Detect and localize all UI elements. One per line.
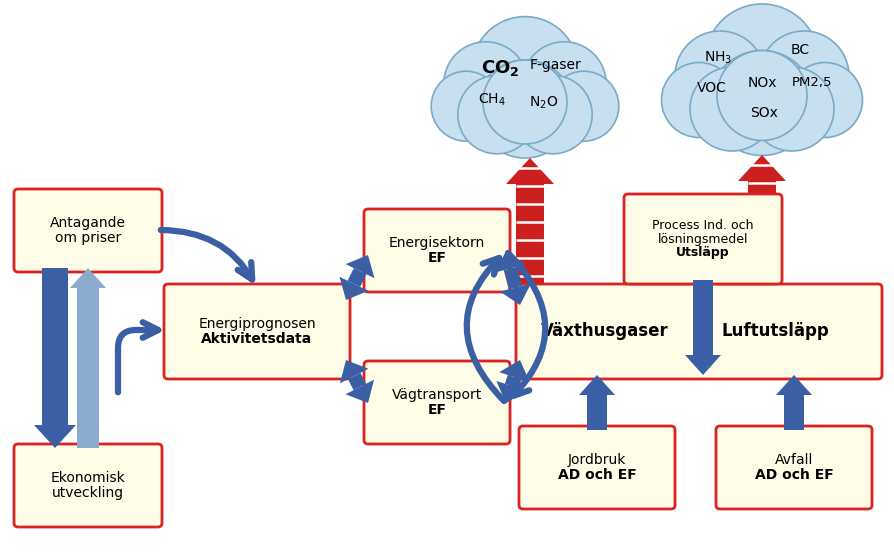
Text: AD och EF: AD och EF: [557, 468, 636, 482]
Circle shape: [787, 63, 862, 138]
Text: $\mathrm{NH_3}$: $\mathrm{NH_3}$: [703, 50, 731, 66]
FancyBboxPatch shape: [516, 284, 881, 379]
FancyBboxPatch shape: [364, 209, 510, 292]
Text: Avfall: Avfall: [774, 453, 813, 467]
Polygon shape: [500, 283, 530, 305]
Text: EF: EF: [427, 251, 446, 265]
Text: $\mathbf{CO_2}$: $\mathbf{CO_2}$: [480, 58, 519, 78]
Text: SOx: SOx: [749, 106, 777, 120]
Circle shape: [674, 31, 764, 121]
FancyBboxPatch shape: [623, 194, 781, 284]
Circle shape: [471, 17, 578, 123]
Circle shape: [758, 31, 848, 121]
Circle shape: [709, 50, 814, 156]
Circle shape: [521, 42, 605, 126]
Polygon shape: [345, 255, 374, 278]
Text: Vägtransport: Vägtransport: [392, 388, 482, 402]
Text: om priser: om priser: [55, 231, 121, 245]
Polygon shape: [505, 158, 553, 288]
Text: utveckling: utveckling: [52, 486, 124, 500]
Text: Luftutsläpp: Luftutsläpp: [721, 322, 828, 340]
Polygon shape: [347, 268, 366, 287]
Text: $\mathrm{CH_4}$: $\mathrm{CH_4}$: [477, 92, 505, 108]
Polygon shape: [496, 381, 527, 403]
Circle shape: [476, 60, 573, 158]
Text: NOx: NOx: [746, 76, 776, 90]
FancyBboxPatch shape: [715, 426, 871, 509]
Text: Antagande: Antagande: [50, 216, 126, 230]
Polygon shape: [494, 251, 526, 272]
Text: Jordbruk: Jordbruk: [567, 453, 626, 467]
FancyBboxPatch shape: [14, 444, 162, 527]
FancyBboxPatch shape: [14, 189, 162, 272]
Text: AD och EF: AD och EF: [754, 468, 832, 482]
Text: F-gaser: F-gaser: [529, 58, 581, 72]
Polygon shape: [348, 373, 366, 390]
Circle shape: [716, 50, 806, 141]
Text: Process Ind. och: Process Ind. och: [652, 219, 753, 232]
Circle shape: [431, 71, 501, 141]
Polygon shape: [503, 267, 522, 290]
FancyBboxPatch shape: [519, 426, 674, 509]
Polygon shape: [738, 155, 785, 288]
Circle shape: [689, 67, 773, 151]
FancyBboxPatch shape: [164, 284, 350, 379]
Text: VOC: VOC: [696, 81, 726, 95]
Circle shape: [513, 76, 592, 154]
Polygon shape: [578, 375, 614, 430]
Text: $\mathrm{N_2O}$: $\mathrm{N_2O}$: [528, 95, 558, 111]
Text: Ekonomisk: Ekonomisk: [51, 471, 125, 485]
Circle shape: [749, 67, 833, 151]
FancyBboxPatch shape: [364, 361, 510, 444]
Circle shape: [443, 42, 527, 126]
Polygon shape: [345, 380, 374, 403]
Text: Energiprognosen: Energiprognosen: [198, 317, 316, 331]
Text: Växthusgaser: Växthusgaser: [541, 322, 668, 340]
Text: Energisektorn: Energisektorn: [388, 236, 485, 250]
Text: Aktivitetsdata: Aktivitetsdata: [201, 332, 312, 346]
Text: Utsläpp: Utsläpp: [676, 246, 729, 259]
Circle shape: [704, 4, 818, 118]
Polygon shape: [775, 375, 811, 430]
Circle shape: [661, 63, 736, 138]
Polygon shape: [499, 360, 529, 382]
Circle shape: [458, 76, 536, 154]
Text: PM2,5: PM2,5: [791, 76, 831, 88]
Polygon shape: [34, 268, 76, 448]
Polygon shape: [684, 280, 721, 375]
Polygon shape: [70, 268, 105, 448]
Circle shape: [483, 60, 567, 144]
Text: BC: BC: [789, 43, 809, 57]
Text: EF: EF: [427, 403, 446, 417]
Text: lösningsmedel: lösningsmedel: [657, 232, 747, 245]
Polygon shape: [339, 277, 367, 300]
Circle shape: [548, 71, 618, 141]
Polygon shape: [340, 360, 368, 383]
Polygon shape: [504, 375, 520, 388]
